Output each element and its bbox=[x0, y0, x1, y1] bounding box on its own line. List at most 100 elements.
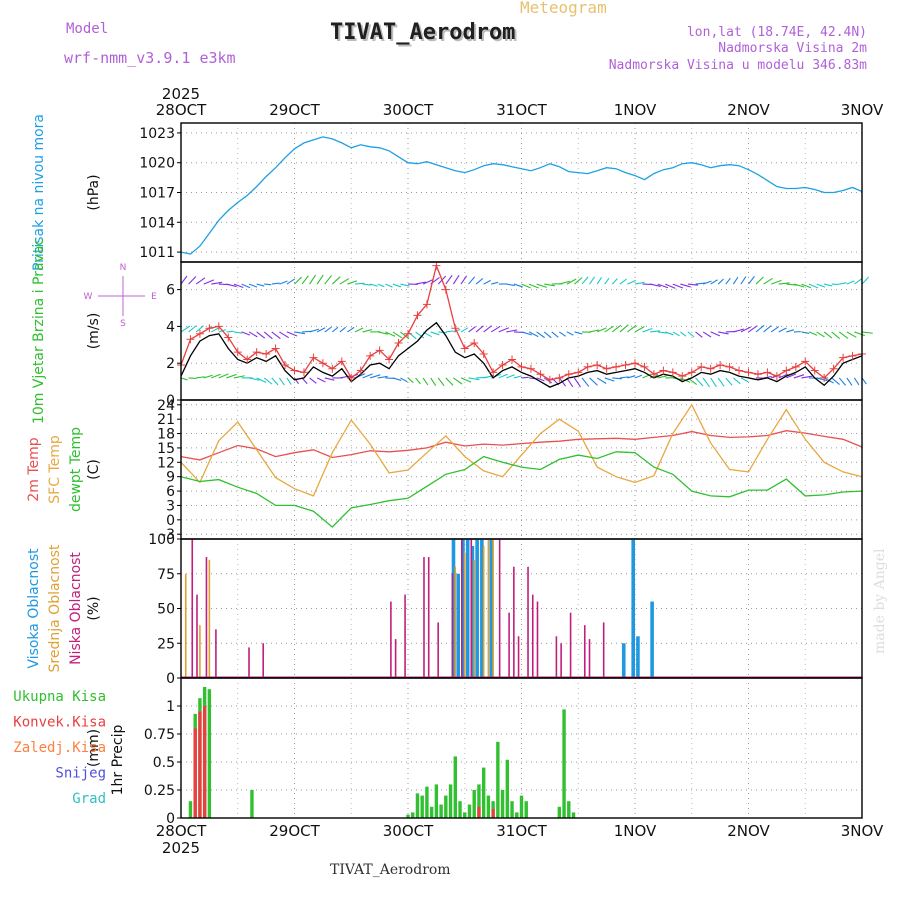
wind-barb bbox=[763, 325, 772, 333]
wind-barb bbox=[717, 377, 725, 387]
bar-clouds-0-9 bbox=[631, 539, 635, 678]
wind-barb bbox=[203, 374, 213, 379]
wind-barb bbox=[521, 283, 531, 289]
gust-marker bbox=[782, 366, 791, 375]
wind-barb bbox=[468, 326, 476, 333]
wind-barb bbox=[468, 276, 476, 285]
wind-barb bbox=[385, 283, 393, 288]
wind-barb bbox=[604, 325, 614, 333]
wind-barb bbox=[725, 377, 733, 386]
panel-ylabel-clouds-1: Srednja Oblacnost bbox=[47, 544, 63, 672]
wind-barb bbox=[680, 283, 691, 288]
gust-marker bbox=[271, 344, 280, 353]
wind-barb bbox=[853, 377, 860, 386]
bar-precip-0-28 bbox=[510, 801, 514, 818]
x-tick-label-top-30OCT: 30OCT bbox=[383, 101, 434, 119]
gust-marker bbox=[366, 351, 375, 360]
gust-marker bbox=[299, 368, 308, 377]
gust-marker bbox=[744, 368, 753, 377]
wind-barb bbox=[604, 277, 610, 285]
wind-barb bbox=[846, 280, 855, 285]
gust-marker bbox=[716, 361, 725, 370]
y-tick-label: 0.25 bbox=[144, 783, 175, 799]
wind-barb bbox=[180, 325, 191, 333]
wind-barb bbox=[657, 375, 667, 379]
y-tick-label: 0 bbox=[166, 513, 175, 529]
bar-precip-0-17 bbox=[458, 801, 462, 818]
bar-precip-0-4 bbox=[207, 689, 212, 818]
location-coords: lon,lat (18.74E, 42.4N) bbox=[686, 25, 867, 40]
y-tick-label: 0 bbox=[166, 811, 175, 827]
wind-barb bbox=[309, 274, 316, 285]
wind-barb bbox=[733, 377, 741, 385]
wind-barb bbox=[483, 325, 492, 333]
bar-clouds-2-9 bbox=[423, 557, 425, 678]
year-label-bottom: 2025 bbox=[162, 839, 200, 857]
wind-barb bbox=[846, 331, 857, 338]
gust-marker bbox=[205, 324, 214, 333]
wind-barb bbox=[460, 377, 472, 383]
legend-precip-1: Konvek.Kisa bbox=[13, 715, 106, 731]
gust-marker bbox=[517, 362, 526, 371]
bar-clouds-1-8 bbox=[492, 539, 494, 678]
bar-precip-0-31 bbox=[524, 801, 528, 818]
y-tick-label: 50 bbox=[157, 602, 175, 618]
wind-barb bbox=[445, 330, 454, 333]
bar-precip-0-0 bbox=[188, 801, 193, 818]
panel-ylabel-clouds-0: Visoka Oblacnost bbox=[26, 548, 42, 669]
bar-clouds-2-8 bbox=[404, 594, 406, 678]
wind-barb bbox=[415, 281, 426, 285]
wind-barb bbox=[824, 283, 833, 287]
bar-clouds-2-26 bbox=[588, 639, 591, 678]
gust-marker bbox=[678, 372, 687, 381]
wind-barb bbox=[589, 329, 599, 333]
bar-precip-0-23 bbox=[486, 795, 491, 818]
gust-marker bbox=[489, 368, 498, 377]
bar-clouds-2-24 bbox=[569, 612, 572, 678]
wind-barb bbox=[211, 281, 223, 285]
wind-barb bbox=[422, 377, 429, 386]
panel-ylabel-temperature-1: SFC Temp bbox=[47, 435, 63, 504]
bar-clouds-0-1 bbox=[456, 573, 461, 678]
series-line-temperature-0 bbox=[180, 430, 863, 461]
bar-precip-0-20 bbox=[472, 790, 476, 818]
wind-barb bbox=[445, 377, 454, 386]
wind-barb bbox=[241, 331, 251, 336]
wind-barb bbox=[536, 283, 548, 288]
wind-barb bbox=[491, 281, 499, 285]
chart-title-shadow: TIVAT_Aerodrom bbox=[332, 22, 518, 47]
wind-barb bbox=[430, 377, 437, 386]
wind-barb bbox=[331, 276, 341, 285]
wind-barb bbox=[596, 327, 607, 333]
wind-barb bbox=[490, 325, 501, 333]
gust-marker bbox=[659, 366, 668, 375]
bar-clouds-2-18 bbox=[517, 636, 520, 678]
wind-barb bbox=[271, 331, 281, 340]
wind-barb bbox=[203, 279, 215, 285]
wind-barb bbox=[180, 275, 188, 285]
x-tick-label-top-3NOV: 3NOV bbox=[841, 101, 884, 119]
y-tick-label: 0.5 bbox=[153, 755, 175, 771]
gust-marker bbox=[441, 285, 450, 294]
bar-precip-0-30 bbox=[519, 795, 524, 818]
bar-clouds-2-19 bbox=[527, 566, 529, 678]
wind-barb bbox=[536, 331, 545, 339]
gust-marker bbox=[763, 368, 772, 377]
wind-barb bbox=[740, 326, 751, 333]
wind-barb bbox=[279, 280, 288, 285]
wind-barb bbox=[687, 283, 699, 286]
wind-barb bbox=[559, 331, 566, 337]
wind-barb bbox=[702, 331, 712, 338]
gust-marker bbox=[593, 361, 602, 370]
wind-barb bbox=[544, 283, 556, 287]
y-tick-label: 2 bbox=[166, 356, 175, 372]
wind-barb bbox=[521, 331, 532, 336]
wind-barb bbox=[755, 324, 765, 333]
wind-barb bbox=[778, 282, 790, 285]
gust-marker bbox=[735, 366, 744, 375]
panel-frame-precip bbox=[180, 677, 863, 819]
wind-barb bbox=[816, 331, 825, 338]
year-label-top: 2025 bbox=[162, 85, 200, 103]
wind-barb bbox=[642, 328, 653, 333]
wind-barb bbox=[702, 280, 712, 285]
